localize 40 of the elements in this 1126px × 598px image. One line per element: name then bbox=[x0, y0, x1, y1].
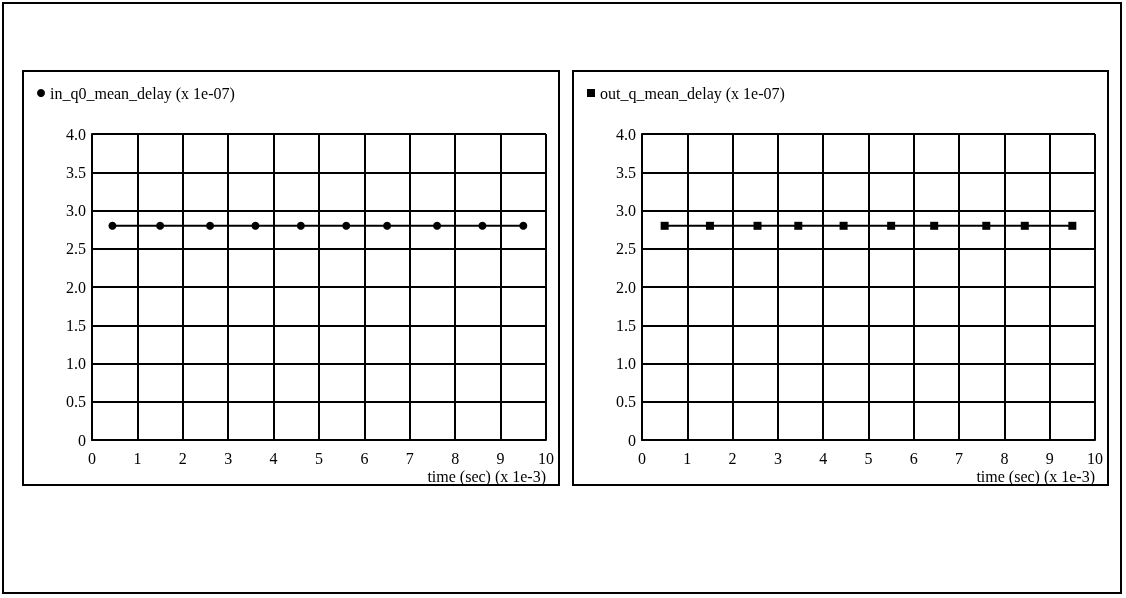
x-tick-label: 5 bbox=[864, 449, 873, 467]
legend-label: out_q_mean_delay (x 1e-07) bbox=[600, 84, 785, 103]
x-tick-label: 2 bbox=[178, 449, 187, 467]
y-tick-label: 2.0 bbox=[66, 278, 86, 296]
x-tick-label: 3 bbox=[224, 449, 233, 467]
x-tick-label: 9 bbox=[496, 449, 505, 467]
y-tick-label: 0 bbox=[78, 431, 86, 449]
legend-label: in_q0_mean_delay (x 1e-07) bbox=[50, 84, 235, 103]
y-tick-label: 3.0 bbox=[616, 202, 636, 219]
y-tick-label: 2.5 bbox=[66, 240, 86, 258]
x-tick-label: 6 bbox=[360, 449, 369, 467]
y-tick-label: 2.5 bbox=[616, 240, 636, 258]
x-tick-label: 8 bbox=[1000, 449, 1009, 467]
y-tick-label: 1.0 bbox=[66, 355, 86, 372]
x-tick-label: 7 bbox=[405, 449, 414, 467]
x-tick-label: 7 bbox=[955, 449, 964, 467]
x-tick-label: 8 bbox=[451, 449, 460, 467]
x-tick-label: 2 bbox=[728, 449, 737, 467]
x-tick-label: 4 bbox=[819, 449, 828, 467]
y-tick-label: 0.5 bbox=[616, 393, 636, 411]
y-tick-label: 0 bbox=[628, 431, 636, 449]
x-tick-label: 5 bbox=[315, 449, 323, 467]
x-tick-label: 6 bbox=[909, 449, 918, 467]
y-tick-label: 2.0 bbox=[616, 278, 636, 296]
x-tick-label: 1 bbox=[133, 449, 142, 467]
x-tick-label: 10 bbox=[1087, 449, 1103, 467]
y-tick-label: 4.0 bbox=[66, 125, 86, 143]
y-tick-label: 4.0 bbox=[616, 125, 636, 143]
x-tick-label: 4 bbox=[269, 449, 278, 467]
y-tick-label: 3.0 bbox=[66, 202, 86, 219]
y-tick-label: 3.5 bbox=[616, 163, 636, 181]
x-tick-label: 10 bbox=[538, 449, 554, 467]
x-tick-label: 1 bbox=[683, 449, 692, 467]
x-tick-label: 3 bbox=[773, 449, 782, 467]
y-tick-label: 3.5 bbox=[66, 163, 86, 181]
y-tick-label: 1.5 bbox=[616, 316, 636, 334]
y-tick-label: 1.5 bbox=[66, 316, 86, 334]
y-tick-label: 1.0 bbox=[616, 355, 636, 372]
x-tick-label: 9 bbox=[1045, 449, 1054, 467]
y-tick-label: 0.5 bbox=[66, 393, 86, 411]
